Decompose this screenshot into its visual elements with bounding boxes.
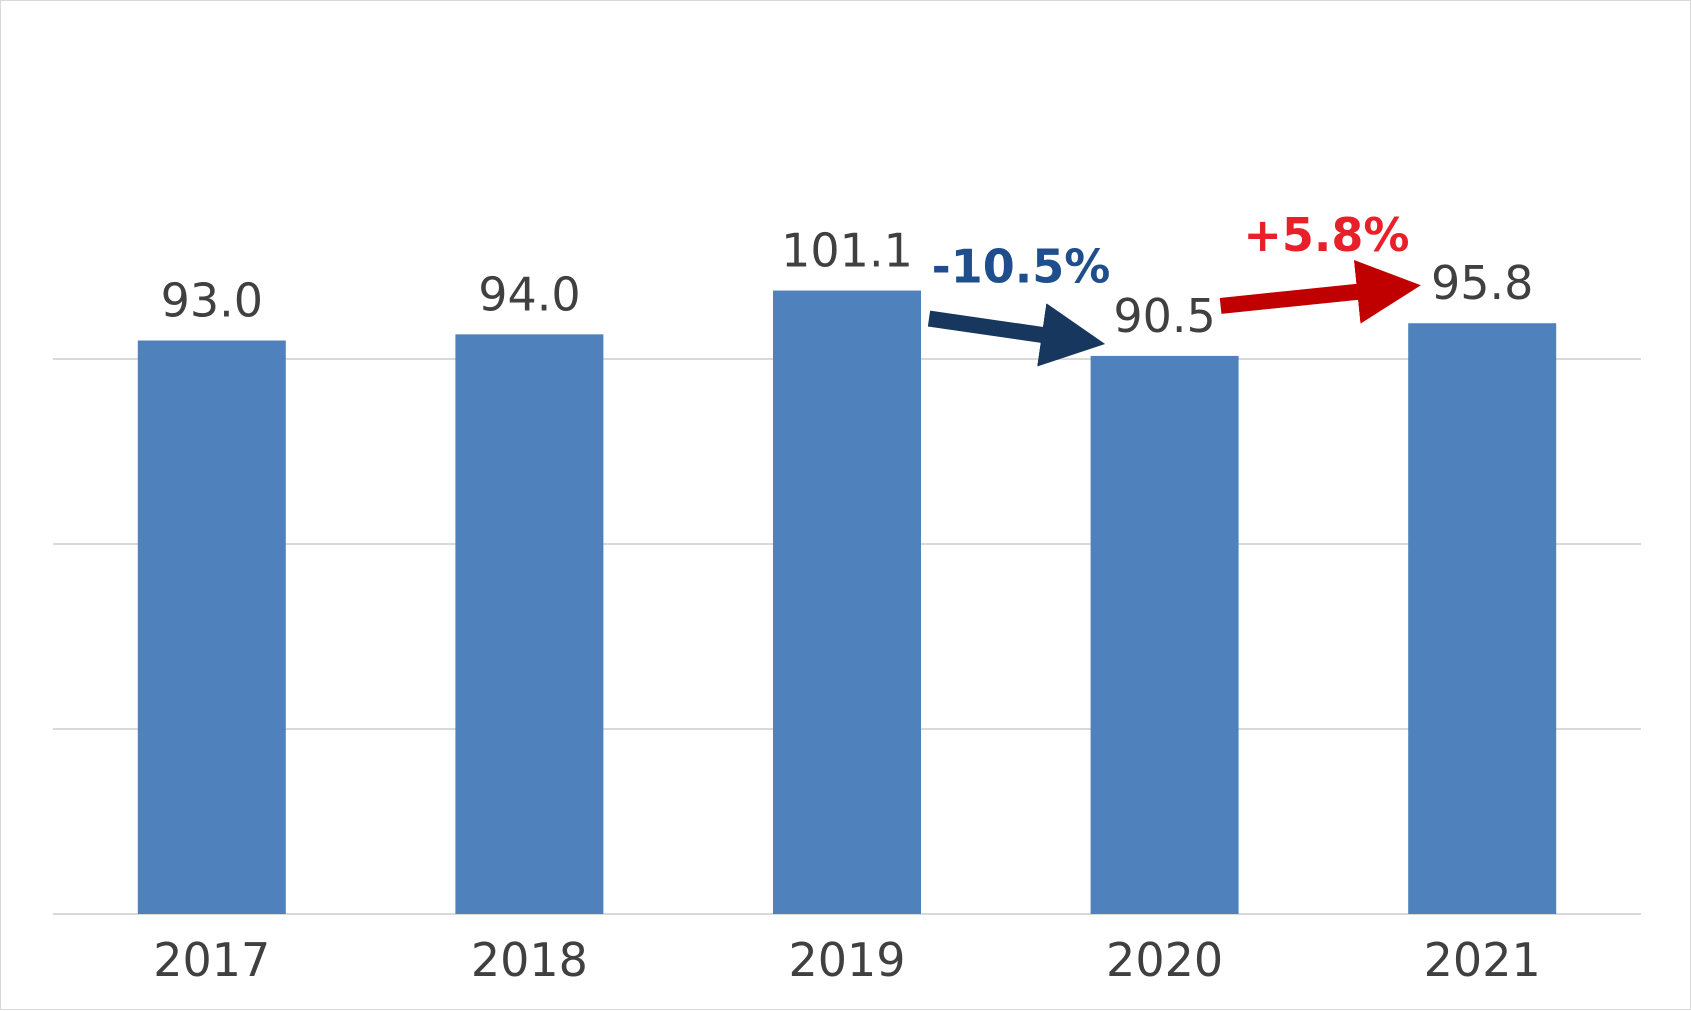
data-label-2021: 95.8 (1431, 256, 1533, 310)
data-label-2018: 94.0 (478, 267, 580, 321)
change-annotations: -10.5% +5.8% (927, 208, 1421, 367)
bar-2021 (1408, 323, 1557, 914)
change-arrow-2020-2021 (1219, 260, 1421, 324)
change-label-2019-2020: -10.5% (932, 240, 1111, 294)
x-tick-label: 2020 (1106, 933, 1223, 987)
x-tick-label: 2019 (788, 933, 905, 987)
bar-2017 (137, 340, 286, 914)
bar-2018 (455, 334, 604, 914)
bar-2020 (1090, 355, 1239, 915)
x-tick-label: 2021 (1424, 933, 1541, 987)
x-tick-label: 2018 (471, 933, 588, 987)
change-arrow-2019-2020 (927, 303, 1106, 367)
bar-2019 (773, 290, 921, 914)
data-label-2017: 93.0 (161, 274, 263, 328)
data-labels: 93.0 94.0 101.1 90.5 95.8 (161, 224, 1534, 343)
x-tick-label: 2017 (153, 933, 270, 987)
x-axis-tick-labels: 2017 2018 2019 2020 2021 (153, 933, 1540, 987)
data-label-2019: 101.1 (781, 224, 913, 278)
bars (137, 290, 1557, 915)
change-label-2020-2021: +5.8% (1243, 208, 1409, 262)
data-label-2020: 90.5 (1113, 289, 1215, 343)
